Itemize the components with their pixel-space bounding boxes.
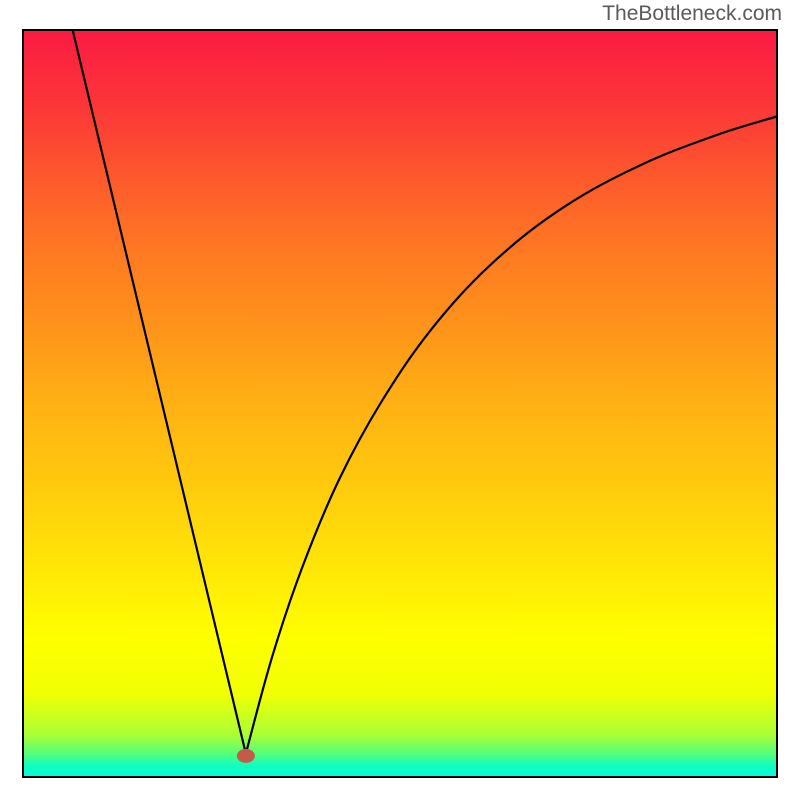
plot-frame <box>22 29 778 778</box>
plot-area <box>24 31 776 776</box>
plot-svg <box>24 31 776 776</box>
gradient-background <box>24 31 776 776</box>
watermark-text: TheBottleneck.com <box>602 2 782 26</box>
minimum-marker <box>237 749 255 763</box>
chart-container: TheBottleneck.com <box>0 0 800 800</box>
